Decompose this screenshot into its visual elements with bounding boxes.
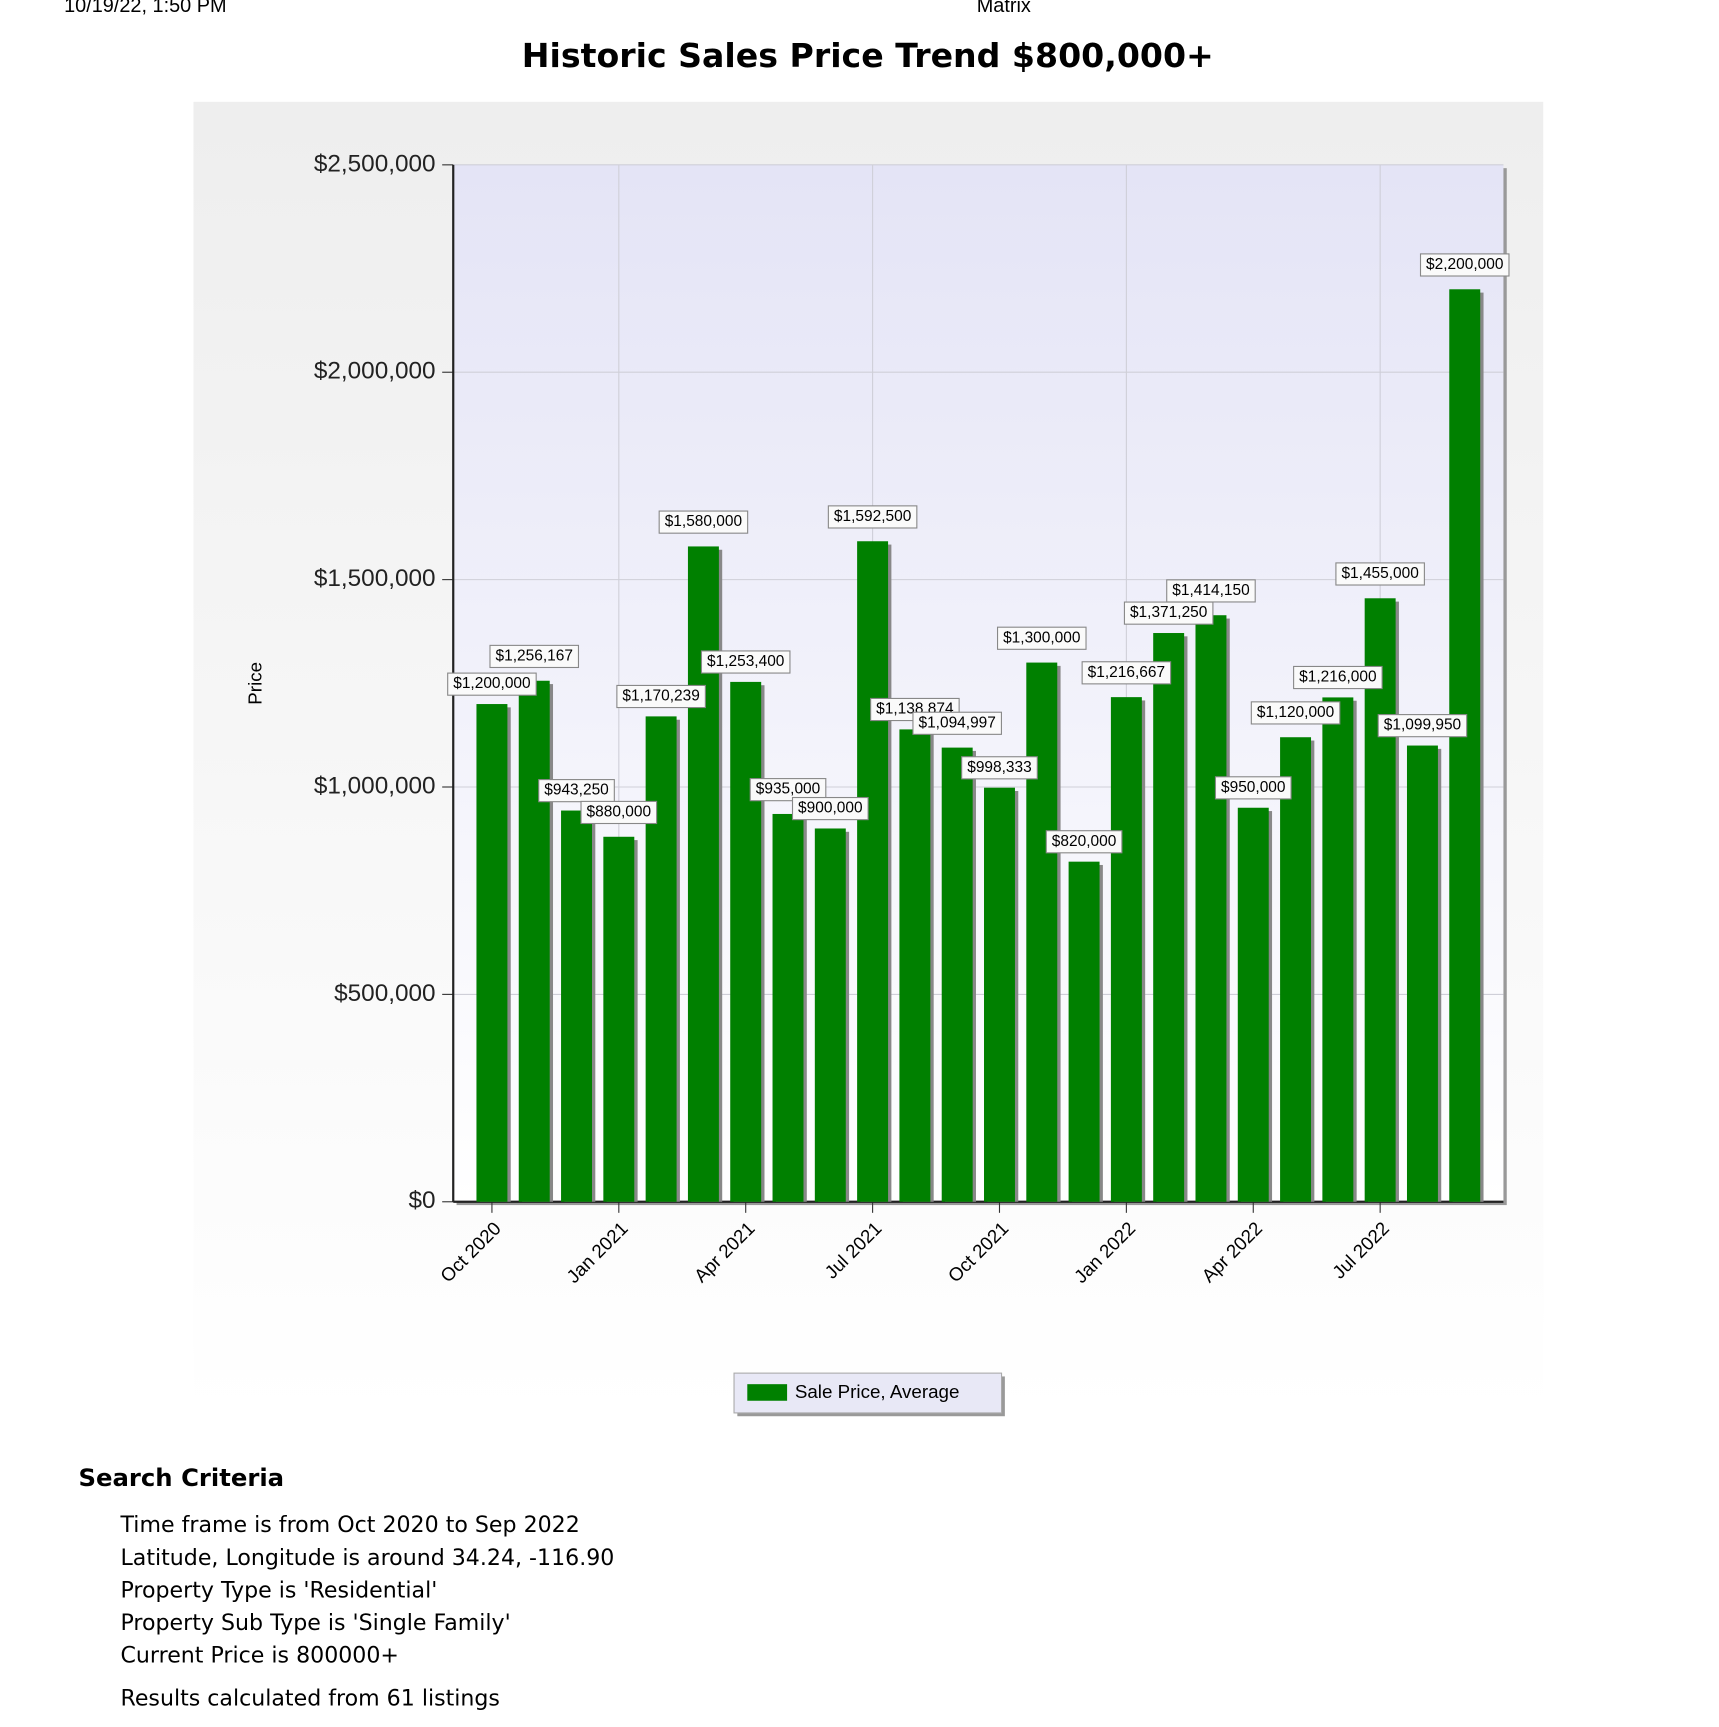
bar [1449, 289, 1481, 1202]
y-tick-label: $2,500,000 [314, 150, 436, 177]
value-label: $2,200,000 [1426, 256, 1503, 273]
value-label: $935,000 [756, 781, 821, 798]
y-tick-label: $0 [409, 1187, 436, 1214]
value-label: $820,000 [1052, 833, 1117, 850]
bar [1110, 697, 1142, 1202]
bar [518, 680, 550, 1202]
bar [1406, 745, 1438, 1202]
y-tick-label: $2,000,000 [314, 358, 436, 385]
criteria-list: Time frame is from Oct 2020 to Sep 2022 L… [119, 1512, 614, 1668]
value-label: $998,333 [967, 759, 1032, 776]
value-label-box [1335, 562, 1425, 586]
value-label: $1,170,239 [622, 688, 699, 705]
value-label-box [996, 626, 1087, 650]
value-label: $1,580,000 [665, 513, 742, 530]
value-label-box [1377, 714, 1468, 738]
bar [1195, 615, 1227, 1202]
y-tick-label: $1,000,000 [314, 772, 436, 799]
bar [857, 541, 889, 1202]
bar [687, 546, 719, 1202]
y-axis-label: Price [244, 662, 265, 705]
timestamp: 10/19/22, 1:50 PM [64, 0, 226, 17]
bar [1322, 697, 1354, 1202]
chart: $0 $500,000 $1,000,000 $1,500,000 $2,000,000… [314, 150, 1510, 1417]
value-label-box [580, 800, 658, 825]
bar [1280, 737, 1312, 1202]
value-label: $943,250 [544, 782, 609, 799]
y-tick-label: $1,500,000 [314, 565, 436, 592]
bar [1068, 861, 1100, 1202]
legend-swatch [747, 1384, 788, 1401]
value-label: $1,300,000 [1003, 629, 1080, 646]
value-label: $1,256,167 [496, 648, 573, 665]
bar [899, 729, 931, 1202]
value-label-box [749, 778, 827, 802]
value-label: $1,455,000 [1341, 565, 1418, 582]
bar [941, 747, 973, 1202]
criteria-item: Current Price is 800000+ [120, 1643, 398, 1669]
value-label: $1,253,400 [707, 653, 784, 670]
value-label-box [1293, 665, 1383, 690]
value-label-box [1419, 253, 1510, 277]
value-label: $950,000 [1221, 779, 1286, 796]
value-label-box [1214, 776, 1292, 800]
value-label: $1,094,997 [918, 714, 995, 731]
value-label: $1,200,000 [453, 675, 530, 692]
bar [814, 828, 846, 1202]
value-label-box [700, 650, 791, 674]
criteria-item: Property Sub Type is 'Single Family' [120, 1610, 510, 1636]
value-label-box [912, 711, 1002, 735]
bar [645, 716, 677, 1202]
value-label: $1,120,000 [1257, 704, 1334, 721]
value-label-box [961, 756, 1038, 780]
value-label: $1,371,250 [1130, 604, 1207, 621]
bar [1026, 662, 1058, 1202]
chart-title: Historic Sales Price Trend $800,000+ [522, 36, 1214, 75]
value-label-box [538, 779, 615, 803]
value-label-box [616, 684, 706, 709]
app-name: Matrix [977, 0, 1031, 17]
value-label: $1,414,150 [1172, 582, 1249, 599]
criteria-title: Search Criteria [78, 1463, 284, 1492]
bar [476, 704, 508, 1202]
criteria-results: Results calculated from 61 listings [120, 1686, 499, 1712]
value-label: $1,216,667 [1088, 664, 1165, 681]
bar [1364, 598, 1396, 1202]
criteria-item: Property Type is 'Residential' [120, 1577, 437, 1603]
criteria-item: Time frame is from Oct 2020 to Sep 2022 [119, 1512, 579, 1538]
value-label: $1,592,500 [834, 508, 911, 525]
bar [1153, 633, 1185, 1202]
value-label: $1,216,000 [1299, 669, 1376, 686]
value-label-box [1045, 830, 1123, 854]
bar [1237, 807, 1269, 1202]
bar [984, 787, 1015, 1202]
value-label-box [791, 796, 869, 821]
value-label-box [1166, 579, 1256, 603]
bar [561, 810, 593, 1202]
value-label-box [447, 672, 537, 696]
y-tick-label: $500,000 [334, 980, 435, 1007]
value-label: $900,000 [798, 800, 863, 817]
value-label: $880,000 [587, 804, 652, 821]
bar [730, 681, 762, 1202]
bar [772, 813, 804, 1202]
bar [603, 836, 635, 1202]
criteria-item: Latitude, Longitude is around 34.24, -11… [120, 1545, 614, 1571]
value-label-box [1081, 661, 1172, 685]
value-label-box [827, 505, 918, 529]
value-label-box [489, 644, 580, 669]
value-label-box [658, 510, 749, 534]
legend-label: Sale Price, Average [795, 1381, 960, 1402]
value-label-box [1250, 701, 1341, 725]
value-label: $1,099,950 [1384, 717, 1461, 734]
